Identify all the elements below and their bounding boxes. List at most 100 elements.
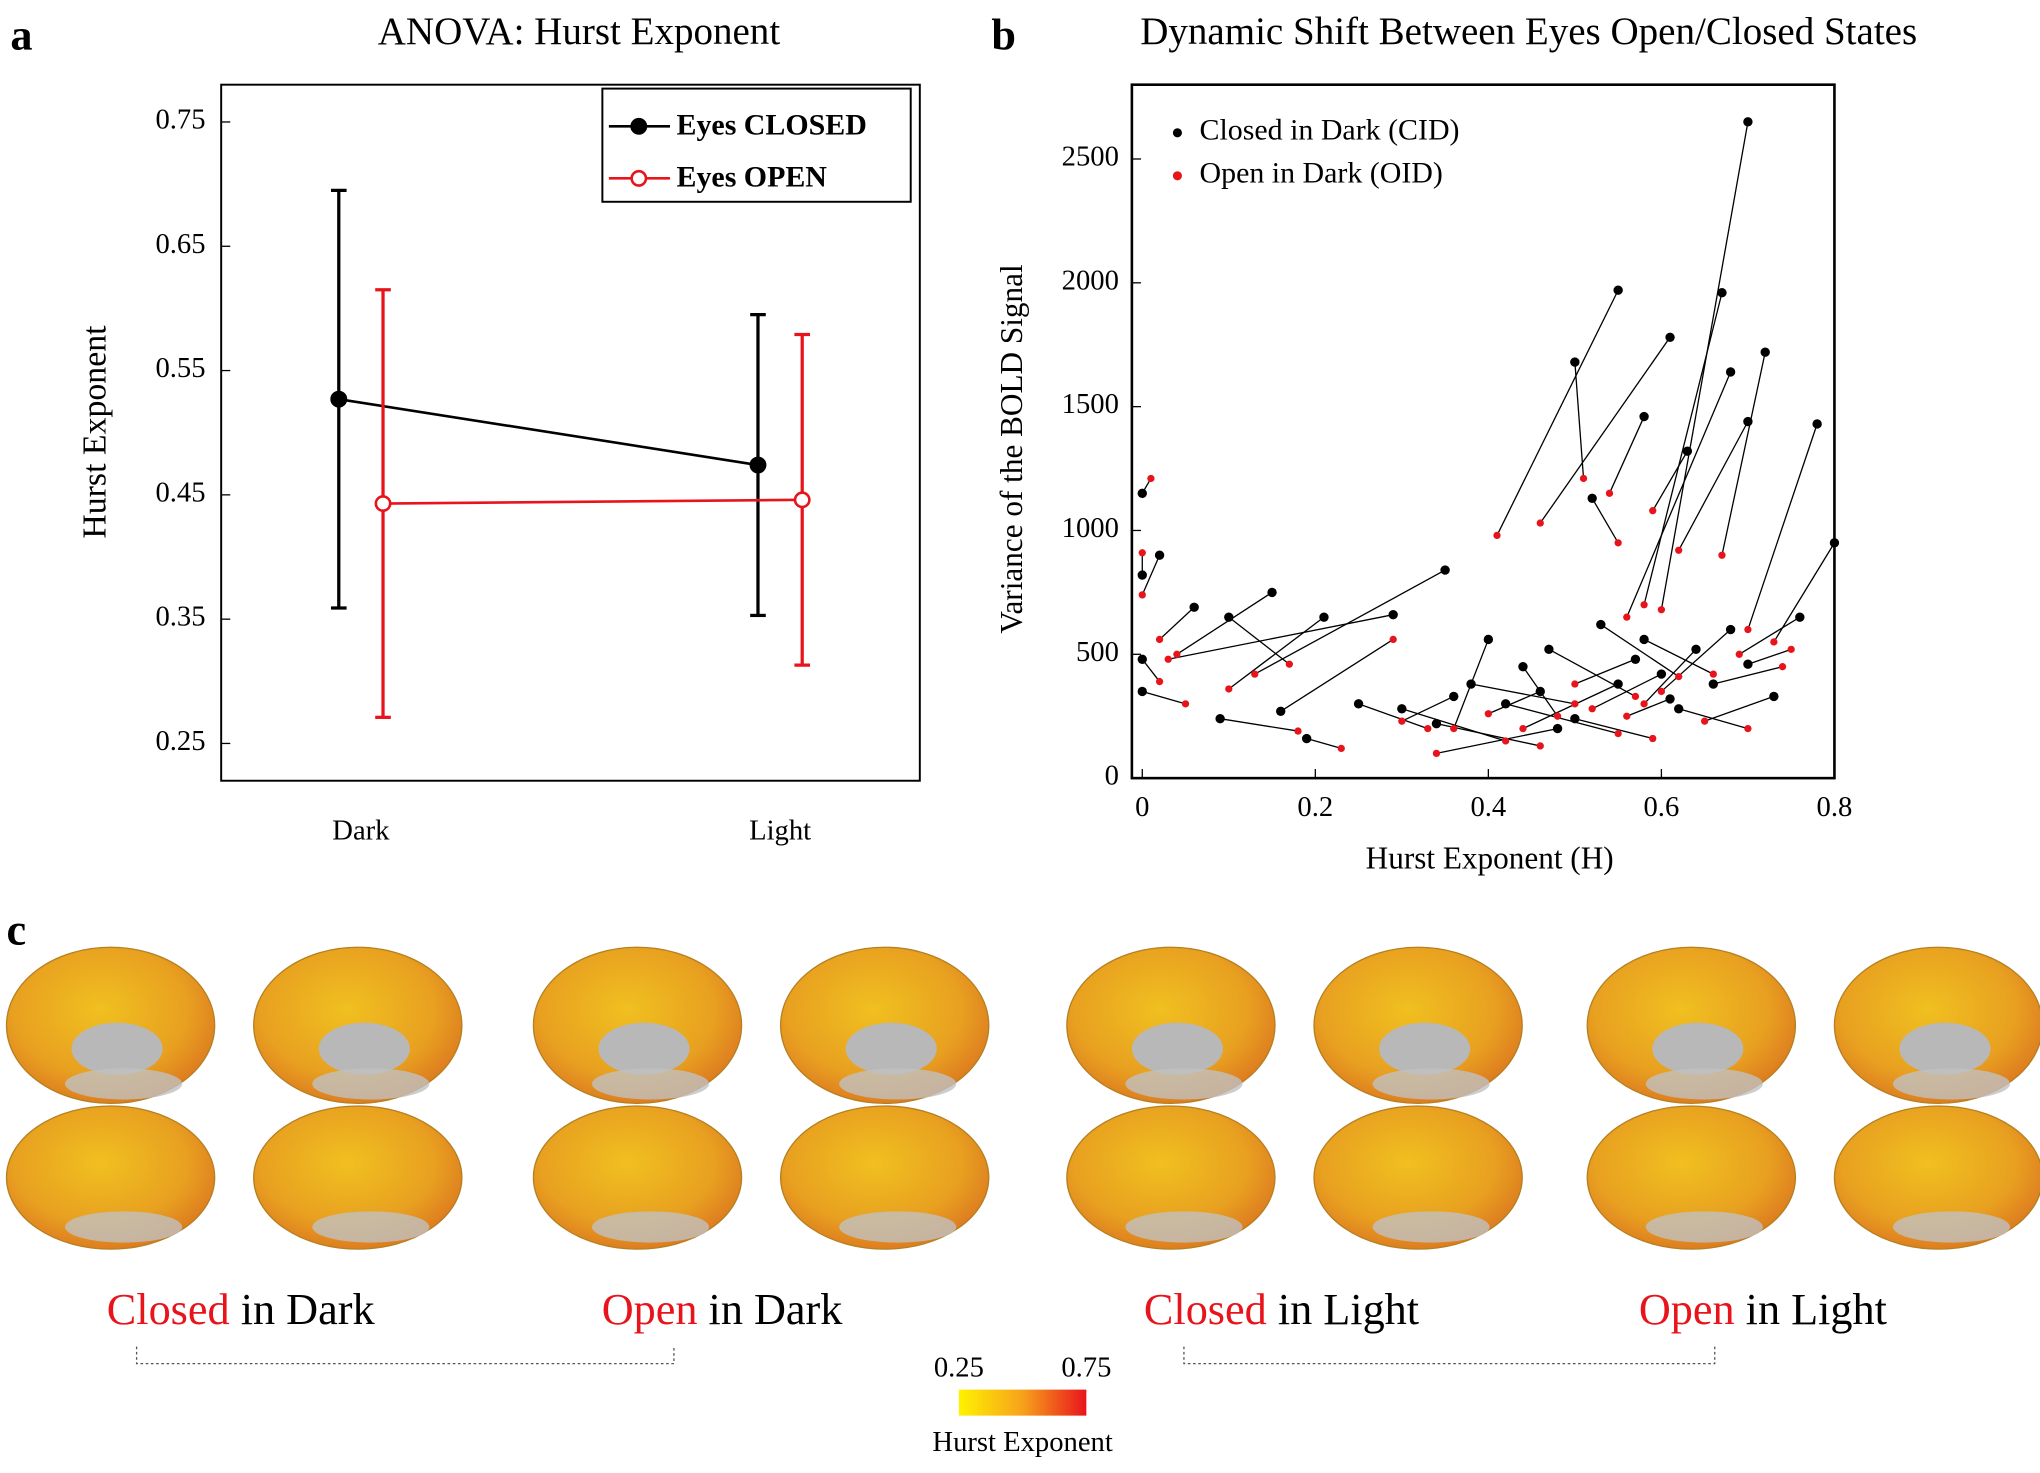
pair-line [1574,658,1636,685]
pair-line [1626,698,1671,717]
data-point [1353,699,1364,709]
data-point [1675,546,1683,554]
brain-base [591,1068,710,1100]
pair-line [1142,690,1186,705]
data-point [1725,624,1736,635]
data-point [1571,700,1579,708]
brain-base [312,1211,430,1243]
data-point [1137,654,1147,664]
data-point [1623,712,1631,720]
brain-medial [318,1022,410,1075]
colorbar-min: 0.25 [934,1352,984,1384]
pair-line [1159,606,1195,640]
data-point [1137,686,1147,697]
data-point [1657,687,1666,696]
pair-line [1643,292,1723,605]
data-point [1640,601,1648,609]
data-point [1276,706,1286,716]
map-label: Closed in Dark [107,1285,376,1334]
pair-line [1738,616,1801,655]
x-axis-label: Hurst Exponent (H) [1366,841,1614,876]
pair-line [1176,591,1273,655]
x-tick-label: 0.8 [1817,791,1853,823]
y-tick-label: 0.25 [155,725,205,757]
data-point [1536,519,1544,527]
pair-line [1747,648,1792,665]
data-point [1675,672,1683,681]
map-label-rest: in Dark [709,1285,844,1334]
data-point [1189,602,1199,612]
data-point [1743,117,1753,127]
data-point [1552,723,1563,734]
y-tick-label: 0.65 [155,228,205,260]
brain-medial [845,1022,937,1075]
map-label: Closed in Light [1144,1285,1420,1334]
brain-base [1372,1211,1490,1243]
data-point [1744,625,1752,634]
pair-line [1220,718,1299,732]
data-point [1709,670,1717,678]
chart-title: ANOVA: Hurst Exponent [378,10,781,53]
data-point [1397,704,1407,714]
legend-marker [1172,128,1182,138]
brain-medial [1379,1022,1471,1075]
data-point [1137,570,1147,580]
brain-medial [1899,1022,1991,1075]
y-tick-label: 0 [1105,760,1119,792]
map-label-rest: in Light [1746,1285,1888,1334]
data-point [1535,686,1545,697]
pair-line [1721,352,1766,556]
data-point [1613,285,1623,295]
x-tick-label: 0.4 [1470,791,1506,823]
data-point [330,390,348,408]
data-point [1502,737,1510,745]
data-point [1691,644,1701,655]
y-tick-label: 0.35 [155,601,205,633]
data-point [1744,724,1752,733]
y-tick-label: 2500 [1062,141,1119,173]
data-point [1449,691,1459,702]
data-point [1708,679,1718,689]
pair-line [1626,371,1732,618]
data-point [1570,357,1580,367]
data-point [1812,419,1822,429]
pair-line [1488,690,1541,715]
data-point [793,491,811,509]
legend-marker [630,117,648,135]
data-point [1466,679,1476,689]
brain-base [1645,1068,1763,1100]
map-label: Open in Light [1639,1285,1888,1334]
brain-base [65,1211,183,1243]
brain-base [839,1211,957,1243]
data-point [1770,638,1778,646]
panel-label: a [10,10,32,59]
pair-line [1505,703,1619,735]
data-point [1173,650,1181,658]
data-point [1623,613,1631,621]
brain-base [1892,1211,2011,1243]
pair-line [1522,683,1619,730]
pair-line [1713,666,1783,685]
brain [1833,1105,2040,1250]
pair-line [1574,718,1653,740]
pair-line [1254,569,1446,675]
pair-line [1436,727,1558,755]
y-axis-label: Variance of the BOLD Signal [994,264,1029,634]
data-point [1743,659,1753,669]
data-point [1424,724,1432,733]
data-point [1225,685,1233,693]
data-point [1639,634,1649,645]
pair-line [1773,542,1835,643]
legend-marker [1172,171,1182,181]
x-tick-label: Dark [332,814,390,846]
data-point [1682,446,1693,456]
data-point [1630,654,1641,664]
map-label-rest: in Dark [241,1285,376,1334]
pair-line [1548,648,1636,697]
data-point [1138,591,1146,599]
map-label: Open in Dark [602,1285,844,1334]
data-point [1389,635,1397,644]
y-tick-label: 0.55 [155,352,205,384]
brain-base [591,1211,710,1243]
data-point [1588,705,1596,713]
